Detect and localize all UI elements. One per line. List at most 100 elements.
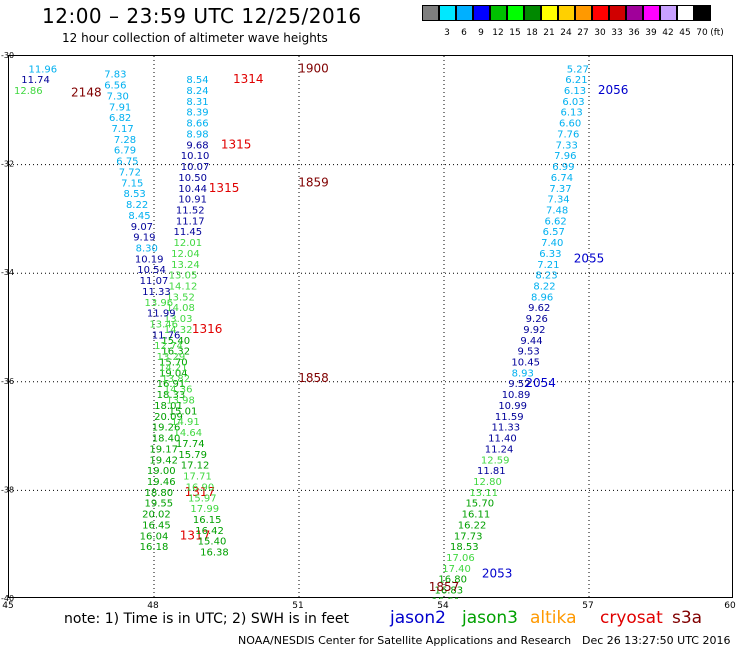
legend-tick-label: 42 bbox=[662, 28, 674, 38]
pass-time-label: 2055 bbox=[574, 251, 605, 265]
wave-height-value: 12.01 bbox=[174, 238, 203, 249]
wave-height-value: 11.45 bbox=[174, 227, 203, 238]
wave-height-value: 16.11 bbox=[462, 510, 491, 521]
legend-tick-label: 39 bbox=[645, 28, 657, 38]
wave-height-value: 17.73 bbox=[454, 531, 483, 542]
wave-height-value: 7.21 bbox=[537, 260, 559, 271]
wave-height-value: 13.98 bbox=[166, 396, 195, 407]
wave-height-value: 11.52 bbox=[176, 205, 205, 216]
wave-height-value: 6.82 bbox=[109, 113, 131, 124]
wave-height-value: 13.05 bbox=[169, 271, 198, 282]
satellite-legend-item: jason2 bbox=[390, 608, 446, 628]
wave-height-value: 14.21 bbox=[159, 363, 188, 374]
legend-swatch bbox=[456, 5, 473, 21]
x-tick-label: 48 bbox=[147, 601, 159, 611]
wave-height-value: 14.08 bbox=[166, 303, 195, 314]
legend-tick-label: 45 bbox=[679, 28, 691, 38]
wave-height-value: 6.99 bbox=[552, 162, 574, 173]
wave-height-value: 8.93 bbox=[512, 368, 534, 379]
wave-height-value: 15.70 bbox=[465, 499, 494, 510]
pass-time-label: 2054 bbox=[525, 376, 556, 390]
wave-height-value: 19.00 bbox=[147, 466, 176, 477]
wave-height-value: 15.40 bbox=[198, 537, 227, 548]
legend-swatch bbox=[541, 5, 558, 21]
wave-height-value: 18.01 bbox=[154, 401, 183, 412]
wave-height-value: 17.99 bbox=[190, 504, 219, 515]
wave-height-value: 12.86 bbox=[14, 86, 43, 97]
wave-height-value: 17.71 bbox=[183, 472, 212, 483]
wave-height-value: 11.17 bbox=[176, 216, 205, 227]
wave-height-value: 8.31 bbox=[186, 97, 208, 108]
legend-tick-label: 30 bbox=[594, 28, 606, 38]
wave-height-value: 13.11 bbox=[469, 488, 498, 499]
wave-height-value: 15.79 bbox=[178, 450, 207, 461]
x-tick-label: 60 bbox=[724, 601, 736, 611]
wave-height-value: 16.80 bbox=[438, 575, 467, 586]
legend-swatch bbox=[490, 5, 507, 21]
wave-height-value: 8.45 bbox=[128, 211, 150, 222]
wave-height-value: 10.54 bbox=[137, 265, 166, 276]
satellite-legend-item: altika bbox=[530, 608, 577, 628]
legend-swatch bbox=[694, 5, 711, 21]
wave-height-value: 13.46 bbox=[149, 320, 178, 331]
wave-height-value: 7.83 bbox=[104, 70, 126, 81]
wave-height-value: 12.74 bbox=[154, 341, 183, 352]
wave-height-value: 9.52 bbox=[508, 379, 530, 390]
wave-height-value: 6.03 bbox=[562, 97, 584, 108]
wave-height-value: 11.74 bbox=[21, 75, 50, 86]
x-tick-label: 51 bbox=[292, 601, 303, 611]
wave-height-value: 8.54 bbox=[186, 75, 208, 86]
wave-height-value: 10.45 bbox=[511, 358, 540, 369]
wave-height-value: 17.74 bbox=[176, 439, 205, 450]
wave-height-value: 16.45 bbox=[142, 520, 171, 531]
wave-height-value: 11.33 bbox=[492, 423, 521, 434]
legend-swatch bbox=[507, 5, 524, 21]
wave-height-value: 16.22 bbox=[458, 520, 487, 531]
wave-height-value: 15.40 bbox=[161, 336, 190, 347]
wave-height-value: 7.40 bbox=[541, 238, 563, 249]
pass-time-label: 2148 bbox=[71, 86, 102, 100]
legend-swatch bbox=[626, 5, 643, 21]
legend-tick-label: 24 bbox=[560, 28, 572, 38]
wave-height-value: 9.62 bbox=[528, 303, 550, 314]
pass-time-label: 2056 bbox=[598, 83, 629, 97]
wave-height-value: 13.24 bbox=[171, 260, 200, 271]
wave-height-value: 9.26 bbox=[526, 314, 548, 325]
legend-swatch bbox=[473, 5, 490, 21]
wave-height-value: 15.70 bbox=[159, 358, 188, 369]
wave-height-value: 6.75 bbox=[116, 157, 138, 168]
wave-height-value: 15.97 bbox=[188, 493, 217, 504]
wave-height-value: 6.62 bbox=[545, 216, 567, 227]
wave-height-value: 11.40 bbox=[488, 434, 517, 445]
legend-tick-label: 33 bbox=[611, 28, 623, 38]
wave-height-value: 9.19 bbox=[133, 233, 155, 244]
satellite-legend-item: cryosat bbox=[600, 608, 663, 628]
wave-height-value: 8.22 bbox=[533, 281, 555, 292]
wave-height-value: 15.51 bbox=[432, 596, 461, 599]
pass-time-label: 1315 bbox=[209, 181, 240, 195]
wave-height-value: 8.23 bbox=[535, 271, 557, 282]
map-plot-area: 5.27 6.21 6.13 6.03 6.13 6.60 7.76 7.33 7.96 6.99… bbox=[8, 55, 734, 599]
pass-time-label: 1317 bbox=[180, 528, 211, 542]
wave-height-value: 9.53 bbox=[517, 347, 539, 358]
wave-height-value: 11.59 bbox=[495, 412, 524, 423]
wave-height-value: 14.32 bbox=[164, 325, 193, 336]
map-title: 12:00 – 23:59 UTC 12/25/2016 bbox=[42, 4, 362, 28]
wave-height-value: 12.80 bbox=[473, 477, 502, 488]
wave-height-value: 8.24 bbox=[186, 86, 208, 97]
legend-swatch bbox=[575, 5, 592, 21]
wave-height-value: 16.42 bbox=[195, 526, 224, 537]
pass-time-label: 1858 bbox=[298, 371, 329, 385]
wave-height-value: 11.07 bbox=[140, 276, 169, 287]
wave-height-value: 6.13 bbox=[560, 108, 582, 119]
wave-height-value: 20.02 bbox=[142, 510, 171, 521]
wave-height-value: 19.46 bbox=[147, 477, 176, 488]
wave-height-value: 12.04 bbox=[171, 249, 200, 260]
wave-height-value: 8.22 bbox=[126, 200, 148, 211]
wave-height-value: 13.96 bbox=[145, 298, 174, 309]
wave-height-value: 13.82 bbox=[161, 374, 190, 385]
wave-height-value: 19.26 bbox=[152, 423, 181, 434]
wave-height-value: 14.91 bbox=[171, 417, 200, 428]
legend-swatch bbox=[677, 5, 694, 21]
wave-height-value: 14.12 bbox=[169, 281, 198, 292]
